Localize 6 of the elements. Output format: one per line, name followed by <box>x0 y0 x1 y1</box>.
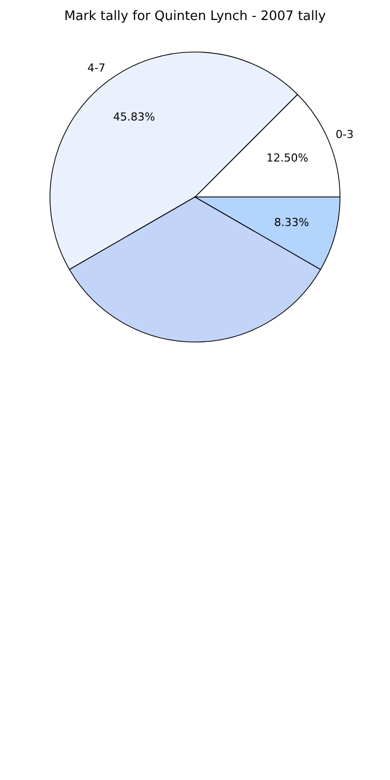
data-label: 12.50% <box>266 152 308 165</box>
chart-title: Mark tally for Quinten Lynch - 2007 tally <box>64 9 326 24</box>
data-label: 45.83% <box>113 110 156 124</box>
slice-label: 4-7 <box>87 61 106 74</box>
slice-label: 0-3 <box>336 128 354 142</box>
data-label: 8.33% <box>274 216 310 229</box>
